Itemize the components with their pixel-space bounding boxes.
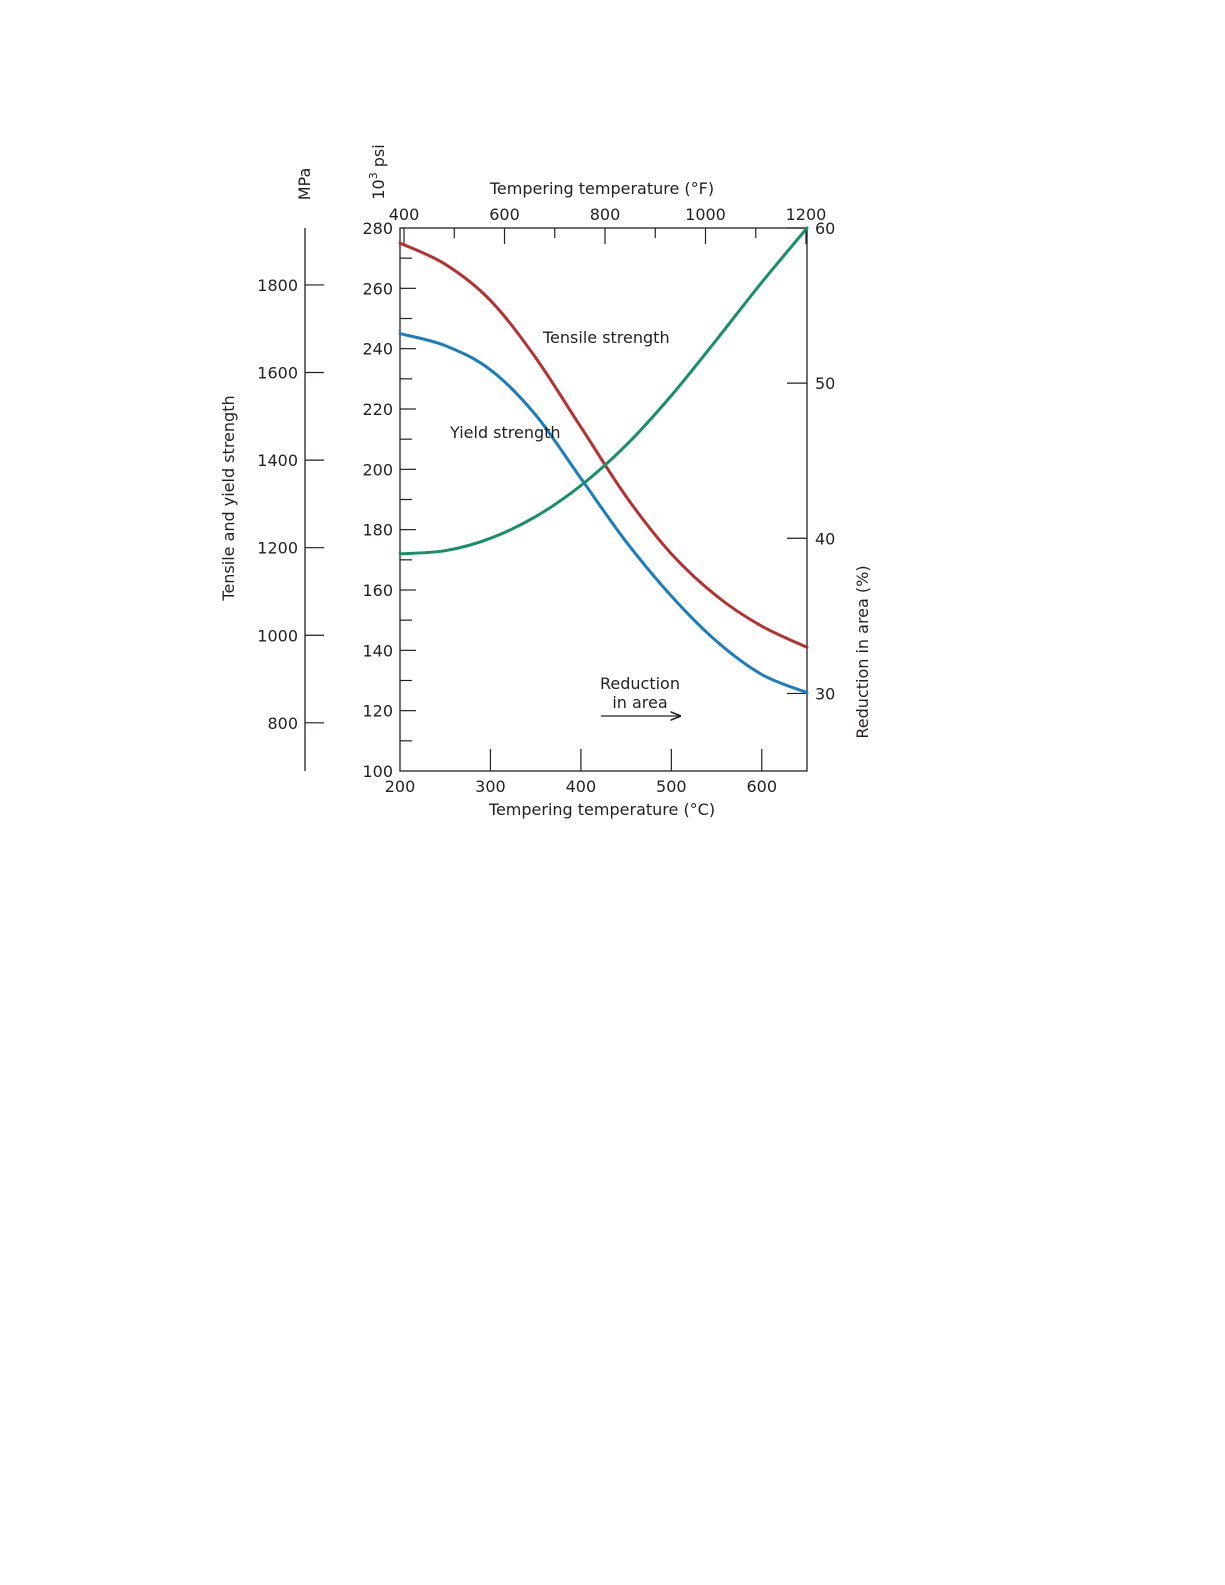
reduction-in-area-line xyxy=(398,226,809,556)
reduction-label-line2: in area xyxy=(612,693,667,712)
bottom-tick-label: 300 xyxy=(475,777,506,796)
series-lines xyxy=(398,226,809,695)
right-axis-title: Reduction in area (%) xyxy=(853,565,872,738)
psi-tick-label: 240 xyxy=(362,340,393,359)
right-tick-label: 60 xyxy=(815,219,835,238)
mpa-tick-label: 1200 xyxy=(257,539,298,558)
tensile-strength-line xyxy=(398,241,809,649)
mpa-tick-label: 1600 xyxy=(257,364,298,383)
psi-tick-label: 260 xyxy=(362,279,393,298)
mpa-tick-label: 1000 xyxy=(257,626,298,645)
right-tick-label: 40 xyxy=(815,529,835,548)
psi-tick-label: 280 xyxy=(362,219,393,238)
bottom-axis-ticks: 200 300 400 500 600 xyxy=(385,749,777,796)
psi-tick-label: 120 xyxy=(362,702,393,721)
bottom-axis-title: Tempering temperature (°C) xyxy=(488,800,715,819)
mpa-tick-label: 800 xyxy=(267,714,298,733)
right-axis-ticks: 30 40 50 60 xyxy=(787,219,835,703)
top-tick-label: 600 xyxy=(489,205,520,224)
top-axis-ticks: 400 600 800 1000 1200 xyxy=(389,205,827,244)
psi-title-exp: 3 xyxy=(367,172,380,179)
right-tick-label: 30 xyxy=(815,684,835,703)
tensile-strength-label: Tensile strength xyxy=(542,328,670,347)
psi-tick-label: 140 xyxy=(362,641,393,660)
bottom-tick-label: 600 xyxy=(747,777,778,796)
mpa-tick-label: 1800 xyxy=(257,276,298,295)
psi-tick-label: 160 xyxy=(362,581,393,600)
psi-tick-label: 100 xyxy=(362,762,393,781)
mpa-axis-title: MPa xyxy=(295,168,314,201)
bottom-tick-label: 500 xyxy=(656,777,687,796)
psi-axis-title: 103 psi xyxy=(367,144,388,199)
mpa-tick-label: 1400 xyxy=(257,451,298,470)
psi-tick-label: 220 xyxy=(362,400,393,419)
psi-title-unit: psi xyxy=(369,144,388,167)
bottom-tick-label: 200 xyxy=(385,777,416,796)
top-axis-title: Tempering temperature (°F) xyxy=(489,179,714,198)
top-tick-label: 1200 xyxy=(786,205,827,224)
psi-axis-ticks: 100 120 140 160 180 200 220 240 260 280 xyxy=(362,219,416,781)
mpa-axis-ticks: 800 1000 1200 1400 1600 1800 xyxy=(257,276,324,733)
psi-title-base: 10 xyxy=(369,179,388,199)
yield-strength-label: Yield strength xyxy=(449,423,561,442)
top-tick-label: 1000 xyxy=(685,205,726,224)
psi-tick-label: 180 xyxy=(362,521,393,540)
psi-tick-label: 200 xyxy=(362,460,393,479)
yield-strength-line xyxy=(398,332,809,695)
strength-axis-title: Tensile and yield strength xyxy=(219,395,238,601)
top-tick-label: 400 xyxy=(389,205,420,224)
top-tick-label: 800 xyxy=(590,205,621,224)
right-tick-label: 50 xyxy=(815,374,835,393)
bottom-tick-label: 400 xyxy=(566,777,597,796)
reduction-label-line1: Reduction xyxy=(600,674,680,693)
